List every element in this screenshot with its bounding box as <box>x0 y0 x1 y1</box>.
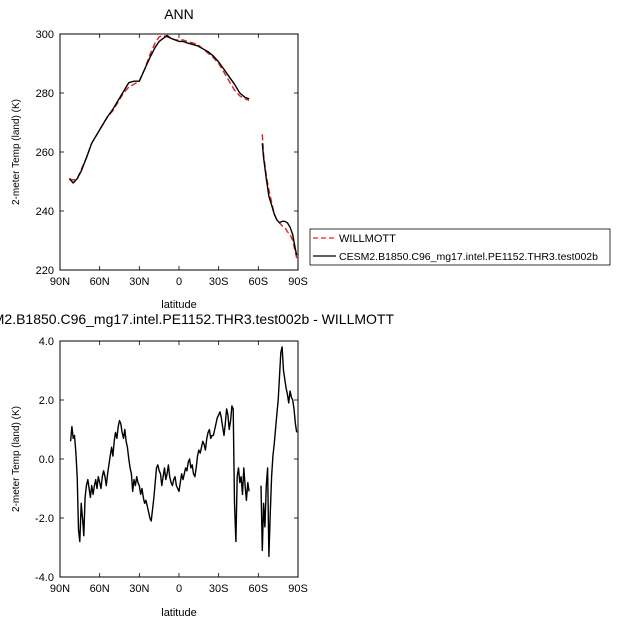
legend-box <box>309 228 611 266</box>
series-line-1-0-1 <box>260 346 298 558</box>
bottom-chart-title: CESM2.B1850.C96_mg17.intel.PE1152.THR3.t… <box>0 311 394 327</box>
x-tick-label: 90N <box>50 276 70 288</box>
x-tick-label: 30N <box>129 276 149 288</box>
x-tick-label: 90S <box>288 276 308 288</box>
y-tick-label: 4.0 <box>39 336 54 348</box>
x-tick-label: 30N <box>129 583 149 595</box>
bottom-chart: CESM2.B1850.C96_mg17.intel.PE1152.THR3.t… <box>0 311 394 619</box>
y-tick-label: 280 <box>36 88 54 100</box>
top-chart-title: ANN <box>164 6 194 22</box>
y-tick-label: 0.0 <box>39 454 54 466</box>
bottom-chart-plot-area: 90N 60N 30N 0 30S 60S 90S -4.0 -2.0 0.0 2.0 4.0 <box>35 336 308 595</box>
y-tick-label: 220 <box>36 265 54 277</box>
y-tick-label: -2.0 <box>35 513 54 525</box>
series-line-0-1-0 <box>68 34 250 184</box>
x-tick-label: 60S <box>249 583 269 595</box>
x-tick-label: 0 <box>176 583 182 595</box>
series-line-0-1-1 <box>261 143 298 256</box>
top-chart: ANN 2-meter Temp (land) (K) 90N 60N 30N 0 30… <box>11 6 308 288</box>
x-tick-label: 60S <box>249 276 269 288</box>
top-chart-legend: WILLMOTT CESM2.B1850.C96_mg17.intel.PE11… <box>309 228 611 266</box>
top-chart-xlabel: latitude <box>161 299 196 311</box>
top-chart-frame <box>59 33 299 271</box>
top-chart-plot-area: 90N 60N 30N 0 30S 60S 90S 220 240 260 280 300 <box>36 29 308 288</box>
series-line-0-0-0 <box>69 34 250 181</box>
x-tick-label: 30S <box>209 276 229 288</box>
legend-label-willmott: WILLMOTT <box>339 233 396 245</box>
bottom-chart-frame <box>59 340 299 578</box>
y-tick-label: 260 <box>36 147 54 159</box>
top-chart-ylabel: 2-meter Temp (land) (K) <box>11 99 22 205</box>
x-tick-label: 60N <box>90 583 110 595</box>
bottom-chart-xlabel: latitude <box>161 607 196 619</box>
legend-label-cesm: CESM2.B1850.C96_mg17.intel.PE1152.THR3.t… <box>339 251 598 263</box>
x-tick-label: 90S <box>288 583 308 595</box>
y-tick-label: 240 <box>36 206 54 218</box>
y-tick-label: -4.0 <box>35 572 54 584</box>
x-tick-label: 0 <box>176 276 182 288</box>
y-tick-label: 300 <box>36 29 54 41</box>
x-tick-label: 90N <box>50 583 70 595</box>
y-tick-label: 2.0 <box>39 395 54 407</box>
series-line-0-0-1 <box>261 134 298 259</box>
series-line-1-0-0 <box>69 405 250 543</box>
x-tick-label: 60N <box>90 276 110 288</box>
bottom-chart-ylabel: 2-meter Temp (land) (K) <box>11 406 22 512</box>
x-tick-label: 30S <box>209 583 229 595</box>
